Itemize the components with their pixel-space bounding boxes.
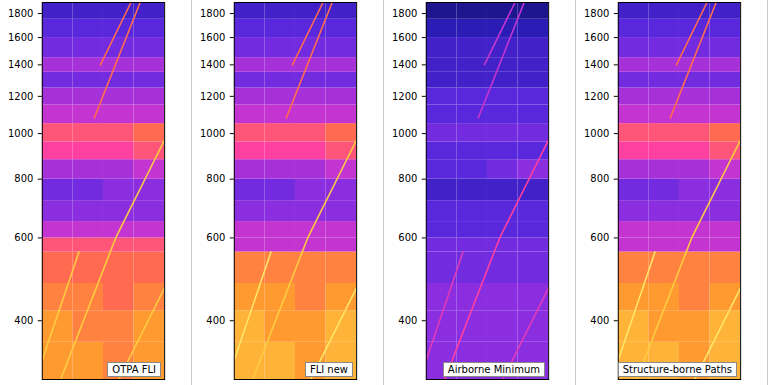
svg-text:1600: 1600 [584, 32, 609, 43]
svg-text:1600: 1600 [392, 32, 417, 43]
svg-text:1800: 1800 [392, 8, 417, 19]
svg-text:400: 400 [14, 315, 33, 326]
svg-text:600: 600 [206, 232, 225, 243]
svg-text:1200: 1200 [8, 91, 33, 102]
svg-text:1800: 1800 [200, 8, 225, 19]
html-text:Structure-borne Paths: Structure-borne Paths [622, 364, 732, 375]
svg-text:1400: 1400 [8, 59, 33, 70]
svg-text:1400: 1400 [584, 59, 609, 70]
html-text:OTPA FLI: OTPA FLI [112, 364, 156, 375]
html-text:FLI new: FLI new [309, 364, 348, 375]
svg-text:1400: 1400 [200, 59, 225, 70]
svg-text:1000: 1000 [392, 128, 417, 139]
svg-text:1000: 1000 [8, 128, 33, 139]
html-text:Airborne Minimum: Airborne Minimum [447, 364, 540, 375]
svg-text:1000: 1000 [200, 128, 225, 139]
svg-text:1600: 1600 [200, 32, 225, 43]
svg-text:1400: 1400 [392, 59, 417, 70]
svg-text:400: 400 [398, 315, 417, 326]
svg-text:400: 400 [206, 315, 225, 326]
svg-text:800: 800 [590, 173, 609, 184]
svg-text:1200: 1200 [200, 91, 225, 102]
svg-text:1800: 1800 [8, 8, 33, 19]
svg-text:600: 600 [398, 232, 417, 243]
svg-text:600: 600 [14, 232, 33, 243]
svg-text:800: 800 [398, 173, 417, 184]
svg-text:400: 400 [590, 315, 609, 326]
svg-text:1200: 1200 [584, 91, 609, 102]
svg-text:800: 800 [206, 173, 225, 184]
svg-text:1200: 1200 [392, 91, 417, 102]
svg-text:800: 800 [14, 173, 33, 184]
svg-text:1600: 1600 [8, 32, 33, 43]
svg-text:1800: 1800 [584, 8, 609, 19]
svg-text:600: 600 [590, 232, 609, 243]
svg-text:1000: 1000 [584, 128, 609, 139]
